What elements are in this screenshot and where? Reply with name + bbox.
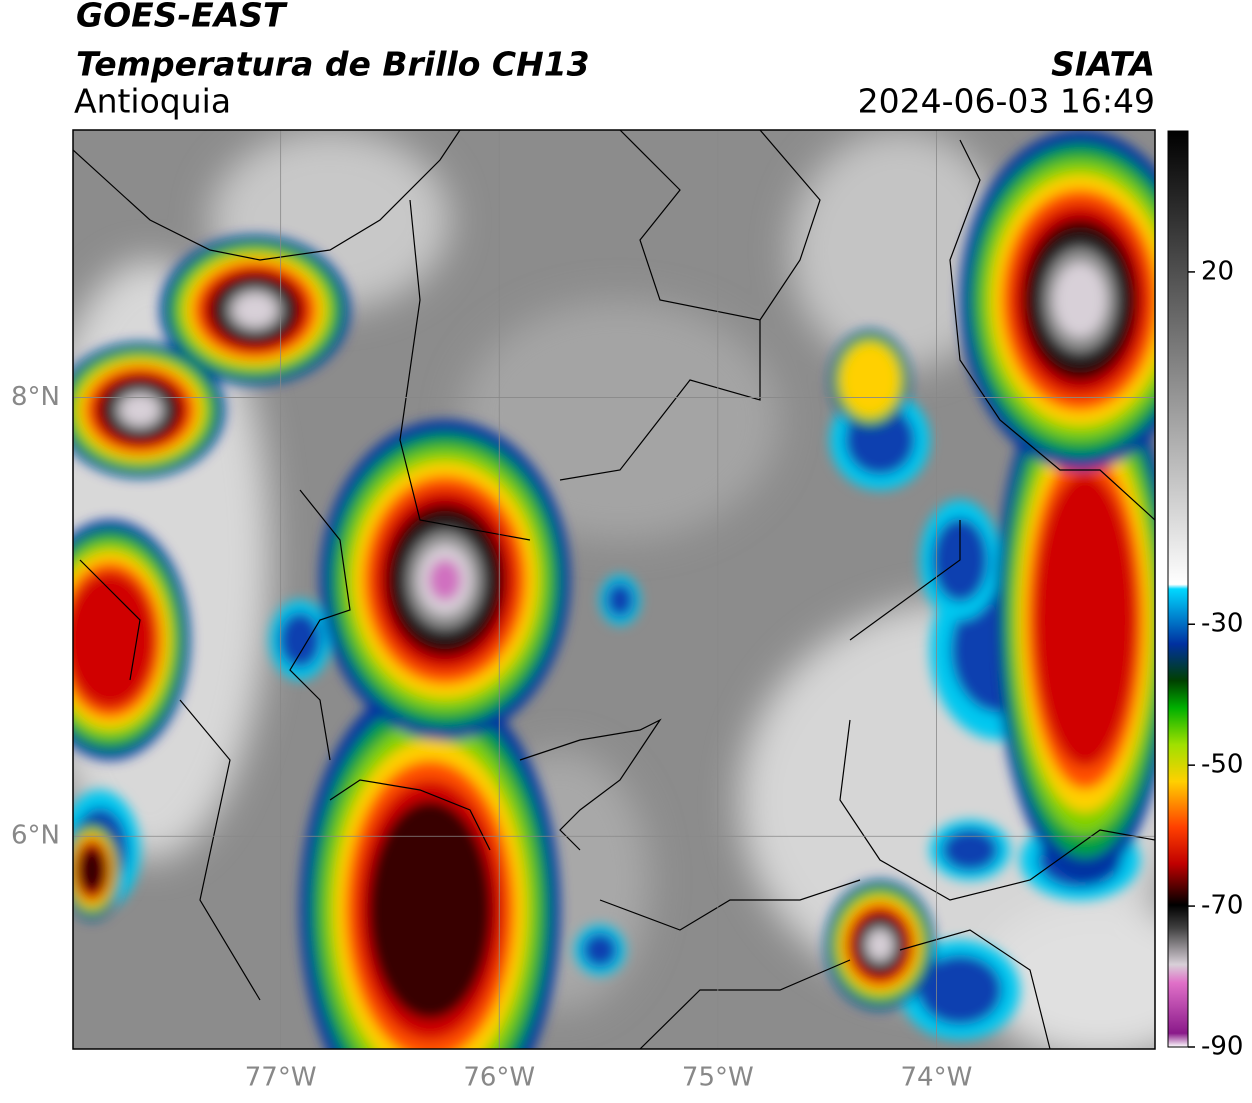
colorbar-tick-label: 20 [1201, 256, 1234, 286]
datetime: 2024-06-03 16:49 [858, 82, 1155, 121]
lat-tick-label: 6°N [11, 821, 60, 851]
source: SIATA [1051, 45, 1155, 84]
map-frame [72, 129, 1156, 1050]
lon-tick-label: 76°W [463, 1063, 535, 1093]
satellite-image [73, 130, 1155, 1049]
lat-tick-label: 8°N [11, 382, 60, 412]
colorbar-tick-label: -70 [1201, 891, 1243, 921]
lon-tick-label: 74°W [901, 1063, 973, 1093]
lon-tick-label: 75°W [682, 1063, 754, 1093]
title: GOES-EAST [76, 0, 288, 35]
region: Antioquia [74, 82, 231, 121]
colorbar-tick-label: -90 [1201, 1032, 1243, 1062]
colorbar [1167, 130, 1189, 1048]
colorbar-tick-label: -50 [1201, 750, 1243, 780]
subtitle: Temperatura de Brillo CH13 [76, 45, 590, 84]
lon-tick-label: 77°W [245, 1063, 317, 1093]
colorbar-tick-label: -30 [1201, 609, 1243, 639]
